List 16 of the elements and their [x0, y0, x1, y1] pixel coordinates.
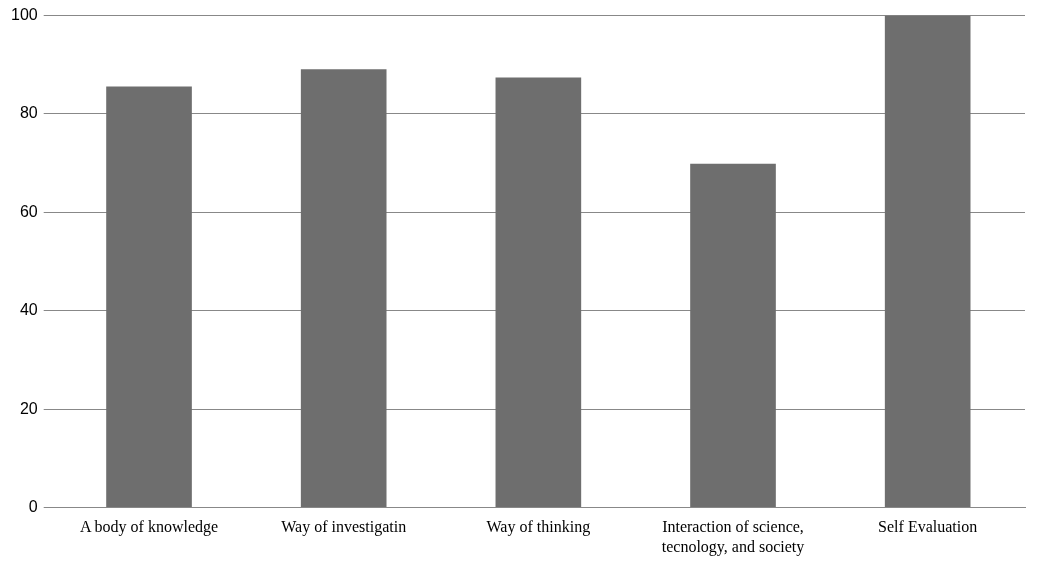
bar	[106, 86, 192, 508]
bar	[690, 163, 776, 508]
bar	[884, 15, 971, 508]
y-tick-label: 80	[19, 104, 38, 122]
y-tick-label: 20	[19, 399, 38, 417]
x-tick-label: Self Evaluation	[878, 518, 978, 536]
x-tick-label: Interaction of science, tecnology, and society	[661, 518, 805, 556]
bar	[495, 77, 582, 508]
bar	[300, 69, 387, 508]
y-tick-label: 60	[19, 202, 38, 220]
x-tick-label: Way of investigatin	[281, 518, 407, 537]
y-tick-label: 0	[28, 498, 38, 516]
y-tick-label: 40	[19, 301, 38, 319]
y-tick-label: 100	[10, 6, 38, 24]
x-tick-label: A body of knowledge	[79, 518, 219, 537]
x-tick-label: Way of thinking	[486, 518, 591, 537]
